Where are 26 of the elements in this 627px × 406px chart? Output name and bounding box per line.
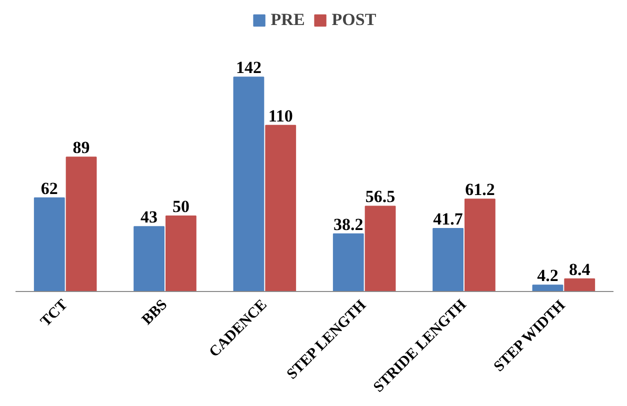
data-label: 142 [236,58,262,78]
bar [134,226,165,292]
data-label: 8.4 [568,260,591,279]
data-label: 50 [172,197,190,216]
bar [332,233,364,292]
data-label: 38.2 [334,214,364,234]
bar [233,76,264,292]
legend-label: POST [332,10,376,30]
bar [66,156,97,292]
bar [165,216,196,292]
bar [34,197,65,292]
bar [564,278,596,292]
data-label: 56.5 [365,187,396,206]
data-label: 89 [72,138,90,158]
bar [265,124,296,292]
bar [464,198,496,292]
bar [432,228,464,292]
bar [364,206,396,292]
data-label: 43 [140,208,158,227]
bar [532,284,564,292]
legend-label: PRE [270,10,305,30]
data-label: 61.2 [465,180,495,200]
data-label: 110 [268,106,293,126]
data-label: 4.2 [537,266,558,286]
data-label: 62 [40,178,58,198]
data-label: 41.7 [433,210,464,229]
